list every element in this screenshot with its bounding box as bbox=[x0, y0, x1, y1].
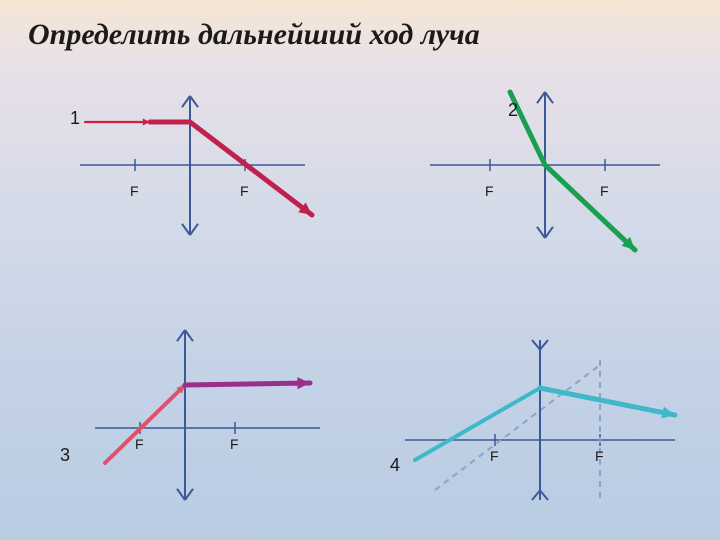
panel-number-label: 3 bbox=[60, 445, 70, 466]
focal-point-label: F bbox=[490, 448, 499, 464]
diagram-panel-4: 4FF bbox=[400, 320, 680, 520]
panel-number-label: 2 bbox=[508, 100, 518, 121]
focal-point-label: F bbox=[240, 183, 249, 199]
panel-number-label: 1 bbox=[70, 108, 80, 129]
diagram-panel-1: 1 F F bbox=[60, 90, 340, 290]
focal-point-label: F bbox=[595, 448, 604, 464]
focal-point-label: F bbox=[135, 436, 144, 452]
focal-point-label: F bbox=[130, 183, 139, 199]
focal-point-label: F bbox=[600, 183, 609, 199]
panel-number-label: 4 bbox=[390, 455, 400, 476]
focal-point-label: F bbox=[230, 436, 239, 452]
diagram-panel-2: 2 F F bbox=[400, 90, 680, 290]
page-title: Определить дальнейший ход луча bbox=[28, 18, 480, 52]
diagram-panel-3: 3 F F bbox=[60, 320, 340, 520]
focal-point-label: F bbox=[485, 183, 494, 199]
